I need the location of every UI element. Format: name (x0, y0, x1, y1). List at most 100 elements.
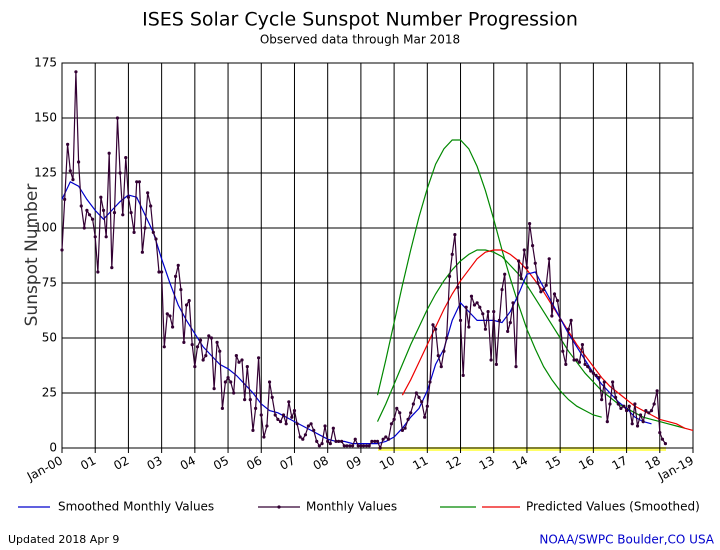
data-point (522, 248, 526, 252)
data-point (475, 301, 479, 305)
data-point (541, 288, 546, 292)
data-point (281, 413, 286, 417)
series-line (61, 180, 652, 445)
y-tick-label: 175 (34, 56, 57, 70)
y-tick-label: 150 (34, 111, 57, 125)
data-point (652, 402, 656, 406)
data-point (359, 444, 363, 448)
data-point (356, 444, 360, 448)
data-point (207, 334, 211, 338)
data-point (63, 197, 67, 201)
x-tick-label: 11 (410, 453, 430, 473)
data-point (234, 354, 238, 358)
data-point (622, 404, 626, 408)
data-point (290, 415, 294, 419)
data-point (74, 70, 78, 74)
data-point (494, 362, 498, 366)
data-point (511, 301, 515, 305)
data-point (614, 395, 618, 399)
data-point (129, 211, 133, 215)
x-tick-label: 13 (477, 453, 497, 473)
x-tick-label: 04 (178, 453, 198, 473)
data-point (315, 439, 319, 443)
data-point (425, 404, 429, 408)
data-point (647, 411, 651, 415)
data-point (342, 444, 346, 448)
data-point (306, 424, 311, 428)
data-point (340, 439, 344, 443)
data-point (602, 380, 606, 384)
data-point (386, 437, 391, 441)
data-point (525, 266, 529, 270)
data-point (237, 360, 241, 364)
data-point (82, 226, 86, 230)
data-point (547, 257, 551, 261)
data-point (478, 305, 482, 309)
data-point (303, 433, 308, 437)
data-point (298, 435, 302, 439)
data-point (597, 376, 601, 380)
data-point (395, 406, 399, 410)
data-point (389, 422, 394, 426)
data-point (561, 349, 565, 353)
data-point (121, 213, 125, 217)
data-point (364, 444, 369, 448)
data-point (428, 380, 432, 384)
data-point (663, 442, 668, 446)
legend-label: Monthly Values (306, 500, 397, 514)
data-point (85, 208, 89, 212)
series-line (61, 71, 666, 450)
data-point (112, 211, 117, 215)
data-point (240, 358, 244, 362)
data-point (373, 439, 377, 443)
data-point (68, 169, 72, 173)
data-point (353, 437, 357, 441)
data-point (215, 340, 219, 344)
x-tick-label: 10 (377, 453, 397, 473)
data-point (195, 345, 200, 349)
data-point (173, 274, 178, 278)
data-point (320, 442, 324, 446)
x-tick-label: Jan-19 (655, 453, 696, 484)
data-point (506, 329, 510, 333)
chart-title: ISES Solar Cycle Sunspot Number Progress… (142, 9, 578, 31)
data-point (539, 290, 543, 294)
data-point (649, 409, 654, 413)
data-point (660, 437, 665, 441)
data-point (630, 422, 634, 426)
data-point (400, 428, 405, 432)
x-tick-label: 17 (610, 453, 630, 473)
data-point (447, 274, 452, 278)
x-tick-label: 08 (311, 453, 331, 473)
data-point (278, 420, 283, 424)
data-point (655, 389, 659, 393)
footer-credit: NOAA/SWPC Boulder,CO USA (539, 533, 714, 547)
data-point (536, 281, 540, 285)
data-point (348, 444, 352, 448)
data-point (251, 428, 255, 432)
data-point (345, 444, 349, 448)
data-point (464, 305, 468, 309)
data-point (187, 299, 191, 303)
data-point (392, 417, 396, 421)
y-tick-label: 0 (49, 441, 57, 455)
legend-label: Predicted Values (Smoothed) (526, 500, 700, 514)
data-point (257, 356, 261, 360)
y-tick-label: 25 (42, 386, 57, 400)
data-point (87, 213, 92, 217)
data-point (514, 365, 518, 369)
data-point (403, 426, 407, 430)
data-point (558, 318, 562, 322)
data-point (467, 325, 471, 329)
data-point (226, 376, 230, 380)
data-point (370, 439, 374, 443)
x-tick-label: 06 (244, 453, 264, 473)
data-point (483, 327, 488, 331)
data-point (472, 303, 477, 307)
x-tick-label: 16 (576, 453, 596, 473)
data-point (492, 310, 496, 314)
data-point (384, 435, 388, 439)
data-point (301, 437, 305, 441)
data-point (627, 404, 631, 408)
